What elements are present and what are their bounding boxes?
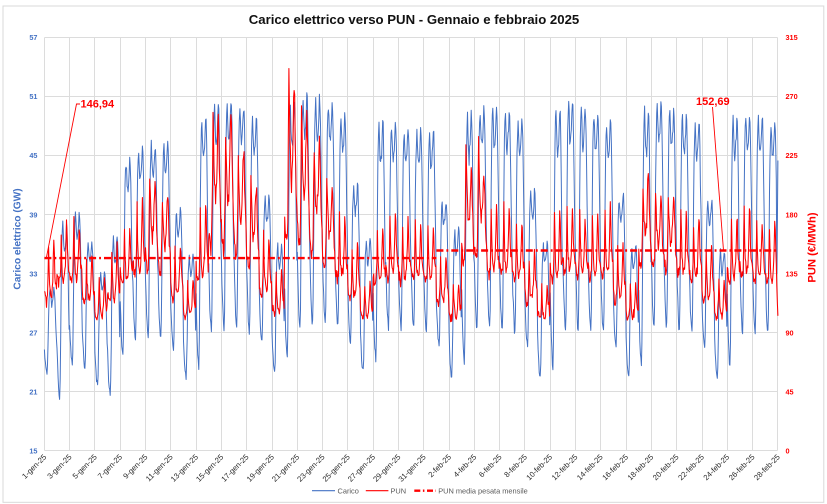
svg-text:Carico: Carico xyxy=(338,487,359,496)
svg-text:51: 51 xyxy=(29,92,37,101)
svg-text:315: 315 xyxy=(786,33,798,42)
svg-text:33: 33 xyxy=(29,269,37,278)
svg-text:270: 270 xyxy=(786,92,798,101)
svg-text:152,69: 152,69 xyxy=(696,96,730,108)
svg-text:57: 57 xyxy=(29,33,37,42)
svg-text:225: 225 xyxy=(786,151,798,160)
svg-text:PUN: PUN xyxy=(391,487,407,496)
svg-text:135: 135 xyxy=(786,269,798,278)
svg-text:Carico elettrico verso PUN - G: Carico elettrico verso PUN - Gennaio e f… xyxy=(249,12,580,27)
svg-text:90: 90 xyxy=(786,328,794,337)
svg-text:21: 21 xyxy=(29,388,37,397)
svg-text:0: 0 xyxy=(786,447,790,456)
svg-text:180: 180 xyxy=(786,210,798,219)
svg-text:15: 15 xyxy=(29,447,37,456)
svg-text:45: 45 xyxy=(786,388,794,397)
svg-text:PUN media pesata mensile: PUN media pesata mensile xyxy=(438,487,528,496)
svg-text:45: 45 xyxy=(29,151,37,160)
svg-text:Carico elettrico (GW): Carico elettrico (GW) xyxy=(13,188,24,289)
svg-text:27: 27 xyxy=(29,328,37,337)
svg-text:39: 39 xyxy=(29,210,37,219)
svg-text:146,94: 146,94 xyxy=(81,99,116,111)
svg-text:PUN (€/MWh): PUN (€/MWh) xyxy=(807,212,819,282)
